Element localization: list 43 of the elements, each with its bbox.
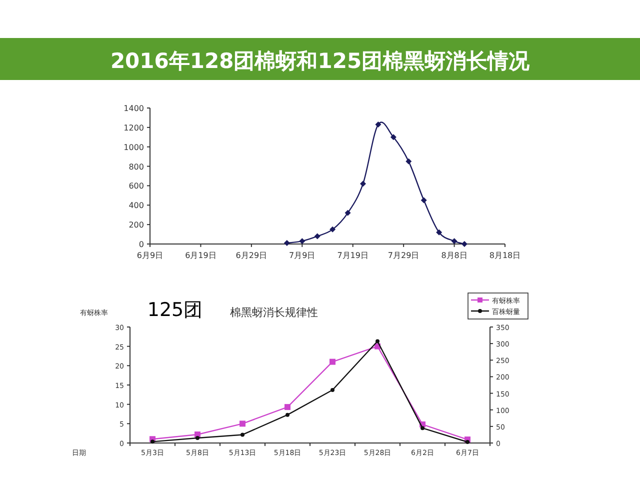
y-tick-label: 600	[128, 182, 144, 191]
point	[390, 134, 396, 140]
y-tick-label: 1000	[124, 142, 144, 152]
x-tick-label: 6月19日	[185, 251, 216, 260]
y-tick-label: 1200	[124, 123, 144, 132]
point	[299, 238, 306, 244]
y-tick-label: 800	[128, 162, 144, 172]
point	[344, 210, 351, 216]
x-tick-label: 7月19日	[337, 251, 368, 260]
chart-title: 2016年128团棉蚜和125团棉黑蚜消长情况	[110, 49, 531, 73]
x-tick-label: 8月8日	[441, 251, 468, 260]
point	[466, 440, 470, 444]
point	[436, 229, 442, 236]
y-tick-label: 200	[128, 220, 144, 230]
x-tick-label: 6月9日	[136, 251, 164, 260]
y-tick-label: 1400	[124, 104, 144, 113]
point	[284, 240, 290, 246]
point	[461, 241, 468, 247]
point	[420, 197, 427, 204]
point	[330, 226, 336, 232]
point	[375, 122, 382, 128]
point	[376, 339, 380, 344]
x-tick-label: 7月9日	[289, 251, 316, 260]
x-tick-label: 6月29日	[236, 251, 268, 260]
y-tick-label: 400	[128, 201, 144, 210]
y-tick-label: 0	[138, 240, 144, 249]
point	[284, 404, 290, 410]
point	[330, 358, 336, 365]
chart-subtitle: 棉黑蚜消长规律性	[230, 306, 318, 319]
point	[406, 158, 412, 164]
x-tick-label: 7月29日	[388, 251, 420, 260]
chart-title: 125团	[147, 299, 203, 321]
point	[286, 412, 290, 417]
point	[240, 420, 246, 427]
x-tick-label: 8月18日	[489, 251, 521, 260]
point	[420, 426, 424, 430]
point	[240, 432, 244, 437]
point	[451, 238, 458, 244]
point	[330, 388, 334, 392]
point	[314, 233, 320, 240]
point	[360, 180, 366, 187]
point	[196, 436, 200, 440]
point	[150, 440, 154, 444]
